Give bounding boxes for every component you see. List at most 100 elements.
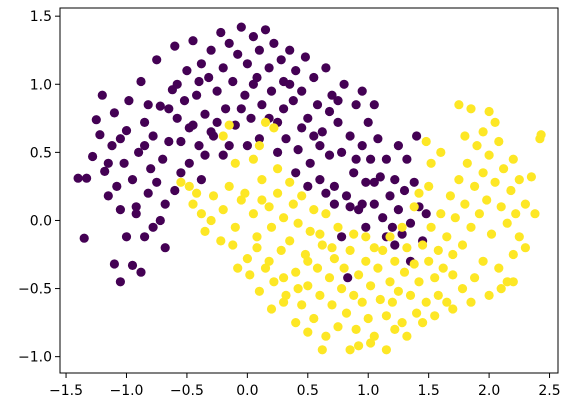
scatter-point-class-0	[160, 243, 170, 253]
scatter-point-class-1	[385, 277, 395, 287]
scatter-point-class-1	[448, 249, 458, 260]
scatter-point-class-0	[409, 177, 419, 187]
scatter-point-class-0	[317, 127, 327, 137]
scatter-point-class-0	[339, 79, 349, 89]
scatter-point-class-0	[91, 115, 101, 125]
scatter-point-class-1	[303, 281, 313, 291]
scatter-point-class-0	[216, 27, 226, 38]
scatter-point-class-0	[112, 181, 122, 191]
scatter-point-class-1	[324, 273, 335, 283]
scatter-point-class-0	[121, 126, 132, 136]
scatter-point-class-0	[140, 141, 150, 151]
scatter-point-class-1	[508, 154, 518, 164]
scatter-point-class-0	[236, 104, 246, 114]
scatter-point-class-1	[361, 232, 371, 242]
scatter-point-class-1	[457, 240, 468, 250]
scatter-point-class-1	[499, 164, 509, 174]
scatter-point-class-1	[233, 263, 243, 273]
scatter-point-class-0	[127, 260, 138, 270]
scatter-point-class-0	[140, 117, 150, 127]
scatter-point-class-1	[457, 284, 468, 294]
scatter-point-class-0	[285, 79, 295, 89]
scatter-point-class-1	[478, 127, 488, 137]
scatter-point-class-1	[506, 185, 516, 196]
scatter-point-class-0	[131, 202, 141, 212]
scatter-point-class-0	[385, 191, 395, 201]
scatter-point-class-0	[224, 141, 234, 151]
scatter-point-class-1	[530, 209, 540, 219]
scatter-point-class-0	[115, 277, 125, 287]
scatter-point-class-0	[115, 205, 125, 215]
x-tick-label: 0.0	[236, 383, 258, 399]
scatter-point-class-1	[424, 256, 434, 266]
scatter-point-class-0	[324, 106, 335, 117]
scatter-point-class-1	[206, 215, 216, 226]
scatter-point-class-1	[409, 259, 419, 269]
scatter-point-class-0	[97, 90, 107, 100]
scatter-point-class-0	[390, 240, 400, 250]
scatter-point-class-1	[176, 177, 186, 187]
x-tick-label: 1.5	[418, 383, 440, 399]
scatter-point-class-0	[248, 79, 258, 89]
scatter-point-class-1	[315, 229, 325, 239]
scatter-point-class-1	[508, 277, 518, 287]
scatter-point-class-1	[303, 256, 313, 266]
scatter-point-class-1	[466, 104, 476, 114]
scatter-point-class-1	[327, 300, 337, 310]
scatter-point-class-1	[381, 311, 391, 321]
scatter-point-class-1	[470, 181, 480, 191]
scatter-point-class-1	[450, 213, 460, 223]
scatter-point-class-0	[257, 100, 267, 110]
scatter-point-class-0	[351, 100, 361, 110]
scatter-point-class-0	[131, 209, 141, 219]
scatter-point-class-1	[399, 267, 410, 277]
scatter-point-class-0	[357, 141, 367, 151]
scatter-point-class-0	[276, 55, 286, 65]
scatter-point-class-0	[421, 209, 431, 219]
scatter-point-class-0	[221, 104, 231, 114]
scatter-point-class-1	[252, 243, 262, 253]
scatter-point-class-0	[337, 232, 347, 242]
scatter-point-class-0	[393, 141, 403, 151]
scatter-point-class-0	[103, 158, 113, 168]
scatter-point-class-1	[484, 150, 494, 160]
scatter-point-class-1	[252, 232, 262, 242]
scatter-point-class-1	[224, 181, 234, 191]
scatter-point-class-0	[194, 76, 204, 87]
scatter-point-class-1	[218, 205, 228, 215]
scatter-point-class-1	[285, 177, 295, 187]
scatter-point-class-1	[269, 123, 279, 133]
scatter-point-class-1	[433, 290, 443, 300]
scatter-point-class-0	[266, 86, 277, 96]
scatter-point-class-1	[192, 188, 202, 198]
x-tick-label: 2.5	[538, 383, 560, 399]
scatter-point-class-1	[454, 100, 464, 110]
scatter-point-class-1	[426, 158, 436, 168]
scatter-point-class-0	[164, 136, 174, 147]
scatter-point-class-1	[333, 322, 343, 332]
scatter-point-class-1	[224, 120, 234, 130]
scatter-point-class-0	[291, 66, 301, 76]
scatter-point-class-1	[397, 222, 407, 232]
scatter-point-class-1	[366, 281, 376, 291]
scatter-point-class-0	[397, 229, 407, 239]
scatter-point-class-0	[103, 191, 113, 201]
scatter-point-class-0	[212, 86, 222, 96]
scatter-point-class-0	[95, 130, 105, 140]
scatter-point-class-1	[260, 117, 271, 127]
scatter-point-class-1	[414, 188, 424, 198]
scatter-point-class-0	[196, 59, 206, 69]
scatter-point-class-1	[349, 229, 359, 239]
scatter-point-class-0	[402, 154, 412, 164]
y-tick-label: 0.0	[30, 213, 52, 229]
scatter-point-class-0	[121, 232, 132, 242]
scatter-point-class-0	[136, 267, 146, 277]
scatter-point-class-1	[242, 254, 252, 264]
scatter-point-class-0	[329, 199, 339, 209]
scatter-point-class-0	[264, 63, 274, 73]
scatter-point-class-1	[414, 277, 424, 287]
scatter-point-class-1	[409, 202, 419, 212]
scatter-point-class-1	[236, 195, 246, 205]
scatter-point-class-0	[387, 222, 397, 232]
scatter-point-class-0	[184, 158, 194, 168]
